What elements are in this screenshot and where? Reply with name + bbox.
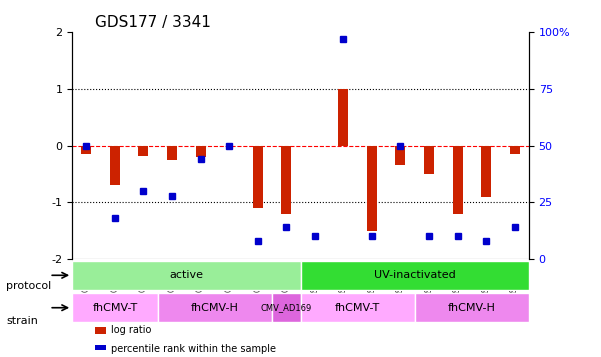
FancyBboxPatch shape bbox=[72, 293, 157, 322]
Bar bbox=[424, 146, 434, 174]
Text: percentile rank within the sample: percentile rank within the sample bbox=[111, 343, 276, 353]
Text: protocol: protocol bbox=[6, 281, 51, 291]
Bar bbox=[167, 146, 177, 160]
Bar bbox=[195, 146, 206, 157]
Bar bbox=[95, 327, 106, 334]
Bar bbox=[95, 345, 106, 352]
FancyBboxPatch shape bbox=[272, 293, 300, 322]
Text: fhCMV-T: fhCMV-T bbox=[335, 303, 380, 313]
Text: log ratio: log ratio bbox=[111, 326, 151, 336]
Bar bbox=[510, 146, 520, 154]
Bar bbox=[367, 146, 377, 231]
Bar bbox=[453, 146, 463, 214]
Bar bbox=[81, 146, 91, 154]
Bar bbox=[252, 146, 263, 208]
Text: fhCMV-T: fhCMV-T bbox=[93, 303, 138, 313]
FancyBboxPatch shape bbox=[157, 293, 272, 322]
Bar bbox=[395, 146, 406, 165]
Bar bbox=[110, 146, 120, 185]
Bar bbox=[138, 146, 148, 156]
Text: GDS177 / 3341: GDS177 / 3341 bbox=[95, 15, 211, 30]
Text: fhCMV-H: fhCMV-H bbox=[191, 303, 239, 313]
FancyBboxPatch shape bbox=[415, 293, 529, 322]
Bar bbox=[481, 146, 491, 197]
Text: fhCMV-H: fhCMV-H bbox=[448, 303, 496, 313]
FancyBboxPatch shape bbox=[300, 261, 529, 290]
Bar bbox=[338, 89, 349, 146]
FancyBboxPatch shape bbox=[72, 261, 300, 290]
Text: CMV_AD169: CMV_AD169 bbox=[261, 303, 312, 312]
Text: strain: strain bbox=[6, 316, 38, 326]
FancyBboxPatch shape bbox=[300, 293, 415, 322]
Bar bbox=[281, 146, 291, 214]
Text: UV-inactivated: UV-inactivated bbox=[374, 270, 456, 280]
Text: active: active bbox=[169, 270, 203, 280]
